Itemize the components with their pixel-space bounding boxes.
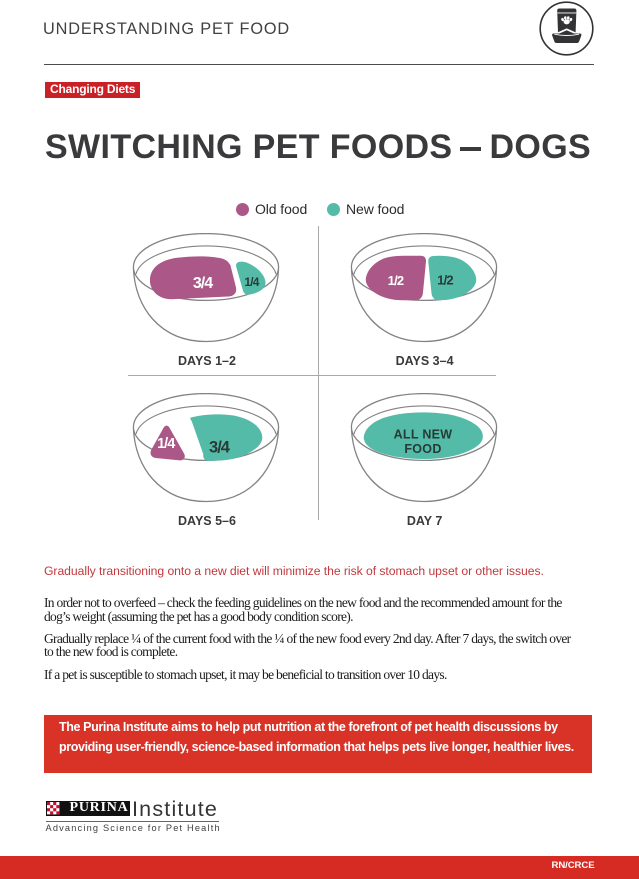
svg-text:1/2: 1/2 xyxy=(387,273,403,288)
svg-text:3/4: 3/4 xyxy=(193,275,213,292)
svg-text:1/4: 1/4 xyxy=(244,275,259,289)
svg-text:FOOD: FOOD xyxy=(404,441,441,455)
svg-text:1/4: 1/4 xyxy=(157,436,175,452)
svg-text:ALL NEW: ALL NEW xyxy=(393,427,452,441)
svg-text:3/4: 3/4 xyxy=(209,438,231,456)
svg-text:1/2: 1/2 xyxy=(437,273,453,288)
